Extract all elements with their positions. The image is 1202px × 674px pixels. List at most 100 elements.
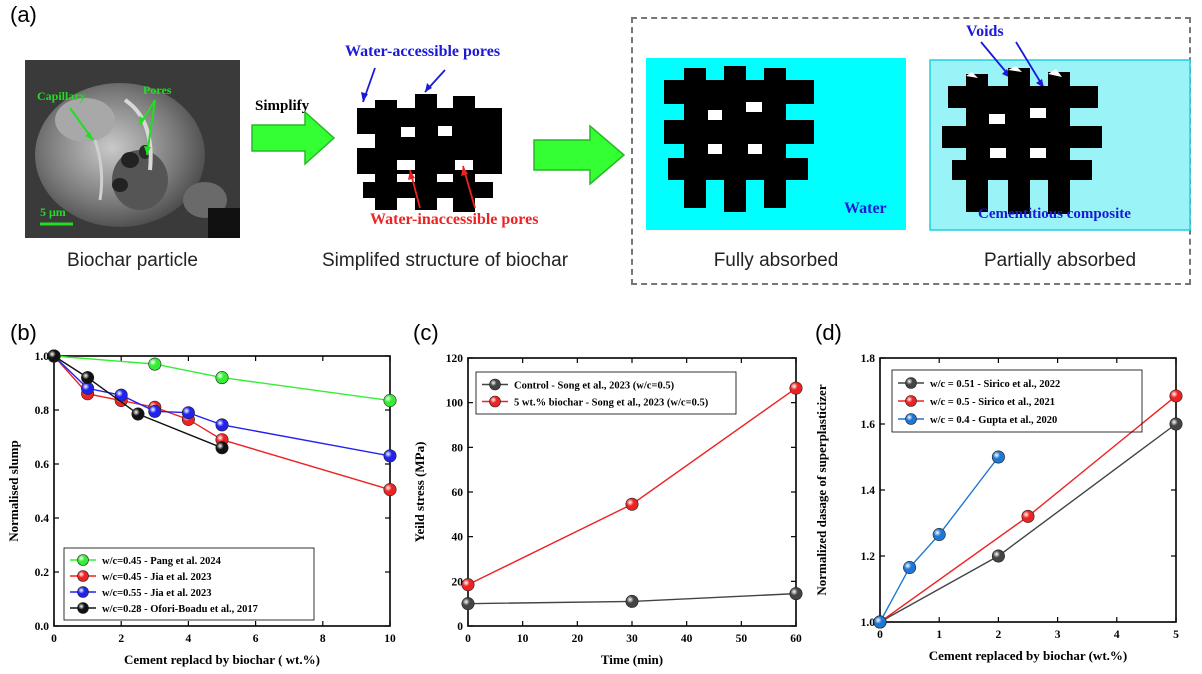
y-tick-label: 0.4 (35, 513, 50, 525)
series-line-0 (879, 423, 1177, 623)
x-tick-label: 2 (996, 629, 1002, 641)
series-line-3 (53, 355, 223, 449)
legend-entry: w/c = 0.51 - Sirico et al., 2022 (930, 379, 1060, 390)
data-point-0-1 (625, 594, 639, 608)
y-tick-label: 0.8 (35, 405, 50, 417)
x-tick-label: 0 (465, 633, 471, 645)
sem-image: Capillary Pores 5 μm (25, 60, 240, 238)
data-point-2-0 (873, 615, 887, 629)
water-label: Water (844, 200, 887, 217)
series-line-0 (53, 355, 391, 402)
series-line-1 (879, 395, 1177, 623)
y-tick-label: 1.6 (861, 419, 876, 431)
x-axis-label: Cement replacd by biochar ( wt.%) (124, 652, 320, 667)
y-tick-label: 1.0 (861, 617, 876, 629)
fully-absorbed-caption: Fully absorbed (713, 250, 839, 271)
structure-caption: Simplifed structure of biochar (321, 250, 569, 271)
legend-entry: Control - Song et al., 2023 (w/c=0.5) (514, 381, 675, 392)
legend-entry: w/c=0.28 - Ofori-Boadu et al., 2017 (102, 604, 258, 615)
data-point-2-5 (215, 418, 229, 432)
data-point-0-3 (383, 394, 397, 408)
legend-box (475, 371, 737, 415)
data-point-1-1 (625, 497, 639, 511)
legend-swatch-marker (905, 377, 917, 389)
y-tick-label: 40 (452, 532, 464, 544)
x-tick-label: 50 (736, 633, 748, 645)
y-tick-label: 80 (452, 442, 464, 454)
data-point-2-1 (903, 561, 917, 575)
x-axis-label: Cement replaced by biochar (wt.%) (929, 648, 1127, 663)
data-point-0-0 (461, 597, 475, 611)
water-accessible-label: Water-accessible pores (345, 43, 500, 60)
grid-structure-b (664, 66, 814, 212)
data-point-0-2 (789, 587, 803, 601)
x-tick-label: 2 (118, 633, 124, 645)
x-tick-label: 30 (626, 633, 638, 645)
legend-swatch-marker (77, 602, 89, 614)
panel-b-label: (b) (10, 320, 37, 345)
data-point-3-2 (131, 407, 145, 421)
data-point-0-1 (991, 549, 1005, 563)
capillary-label: Capillary (37, 89, 86, 103)
sem-caption: Biochar particle (67, 250, 198, 271)
legend-swatch-marker (77, 586, 89, 598)
panel-c-label: (c) (413, 320, 439, 345)
x-axis-label: Time (min) (601, 652, 663, 667)
data-point-3-1 (81, 371, 95, 385)
data-point-3-0 (47, 349, 61, 363)
data-point-3-3 (215, 441, 229, 455)
y-tick-label: 100 (446, 398, 464, 410)
y-tick-label: 0.0 (35, 621, 50, 633)
partially-absorbed-caption: Partially absorbed (983, 250, 1137, 271)
panel-a-label: (a) (10, 2, 37, 27)
data-point-0-1 (148, 357, 162, 371)
series-line-2 (879, 456, 999, 623)
y-tick-label: 0 (457, 621, 463, 633)
y-axis-label: Normalized dasage of superplasticizer (814, 384, 829, 595)
legend-swatch-marker (489, 395, 501, 408)
x-tick-label: 4 (1114, 629, 1120, 641)
x-tick-label: 40 (681, 633, 693, 645)
data-point-2-3 (991, 450, 1005, 464)
legend-swatch-marker (77, 570, 89, 582)
y-tick-label: 0.2 (35, 567, 50, 579)
legend-entry: w/c=0.45 - Pang et al. 2024 (102, 556, 222, 567)
fully-absorbed-panel: Water (646, 58, 906, 230)
legend-swatch-marker (905, 395, 917, 407)
y-tick-label: 1.2 (861, 551, 876, 563)
absorb-arrow (533, 124, 626, 186)
x-tick-label: 0 (51, 633, 57, 645)
data-point-1-1 (1021, 509, 1035, 523)
data-point-0-2 (215, 371, 229, 385)
x-tick-label: 0 (877, 629, 883, 641)
data-point-2-3 (148, 404, 162, 418)
legend-swatch-marker (77, 554, 89, 566)
x-tick-label: 8 (320, 633, 326, 645)
grid-structure-a (357, 94, 502, 212)
y-axis-label: Normalised slump (6, 440, 21, 541)
x-tick-label: 1 (936, 629, 942, 641)
legend-box (63, 547, 315, 621)
pores-label: Pores (143, 83, 172, 97)
legend-entry: w/c=0.55 - Jia et al. 2023 (102, 588, 212, 599)
legend-entry: w/c = 0.4 - Gupta et al., 2020 (930, 415, 1057, 426)
data-point-1-0 (461, 578, 475, 592)
y-tick-label: 120 (446, 353, 464, 365)
legend-swatch-marker (489, 378, 501, 391)
data-point-1-6 (383, 483, 397, 497)
scale-bar-label: 5 μm (40, 205, 66, 219)
data-point-2-4 (181, 406, 195, 420)
legend-entry: w/c = 0.5 - Sirico et al., 2021 (930, 397, 1055, 408)
x-tick-label: 5 (1173, 629, 1179, 641)
y-tick-label: 20 (452, 576, 464, 588)
x-tick-label: 20 (572, 633, 584, 645)
chart-b: 0 2 4 6 8 10 0.0 0.2 0.4 0.6 0.8 1.0 Cement replacd … (6, 349, 397, 667)
y-tick-label: 60 (452, 487, 464, 499)
voids-label: Voids (966, 23, 1004, 40)
simplify-arrow: Simplify (251, 98, 336, 166)
simplified-structure: Water-accessible pores Water-inaccessibl… (345, 43, 538, 228)
data-point-1-2 (789, 381, 803, 395)
partially-absorbed-panel: Voids Cementitious composite (929, 23, 1191, 231)
legend-entry: w/c=0.45 - Jia et al. 2023 (102, 572, 212, 583)
series-line-1 (467, 387, 797, 586)
